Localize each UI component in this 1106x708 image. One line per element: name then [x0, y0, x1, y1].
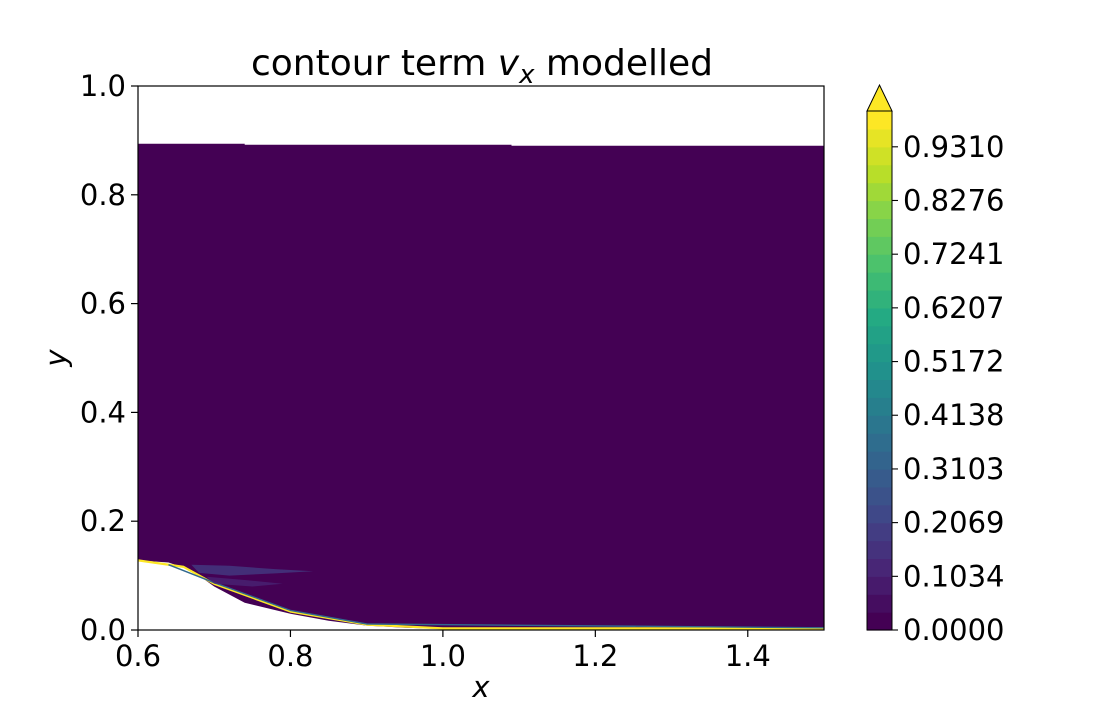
colorbar-level — [867, 397, 892, 416]
y-tick-label: 0.4 — [80, 395, 126, 429]
y-tick-label: 0.6 — [80, 287, 126, 321]
y-axis-label: y — [39, 349, 73, 368]
colorbar-extend-arrow — [866, 83, 893, 112]
colorbar-tick-label: 0.2069 — [903, 506, 1004, 540]
colorbar-level — [867, 379, 892, 398]
colorbar-level — [867, 540, 892, 560]
colorbar-level — [867, 486, 892, 506]
colorbar-level — [867, 164, 892, 184]
colorbar-tick-label: 0.1034 — [903, 559, 1004, 593]
y-tick-label: 0.2 — [80, 504, 126, 538]
colorbar-level — [867, 111, 892, 130]
colorbar-tick-label: 0.8276 — [903, 183, 1004, 217]
colorbar-level — [867, 146, 892, 166]
y-tick-label: 1.0 — [80, 69, 126, 103]
contour-feature-wake-blob — [191, 564, 314, 576]
x-tick-label: 1.0 — [420, 639, 466, 673]
colorbar-level — [867, 594, 892, 613]
y-tick-label: 0.8 — [80, 178, 126, 212]
colorbar-level — [867, 325, 892, 345]
colorbar-level — [867, 218, 892, 237]
colorbar: 0.0000 0.1034 0.2069 0.3103 0.4138 0.5172 0.62… — [866, 83, 1004, 647]
x-tick-label: 0.6 — [115, 639, 161, 673]
y-axis: 0.0 0.2 0.4 0.6 0.8 1.0 — [80, 69, 138, 647]
colorbar-tick-label: 0.7241 — [903, 237, 1004, 271]
y-tick-label: 0.0 — [80, 613, 126, 647]
colorbar-level — [867, 272, 892, 291]
colorbar-level — [867, 289, 892, 309]
chart-title: contour term vx modelled — [251, 43, 713, 90]
colorbar-tick-label: 0.5172 — [903, 345, 1004, 379]
colorbar-level — [867, 504, 892, 524]
colorbar-level — [867, 236, 892, 255]
plot-area — [138, 86, 824, 630]
colorbar-level — [867, 361, 892, 381]
colorbar-level — [867, 576, 892, 595]
colorbar-level — [867, 451, 892, 470]
colorbar-tick-label: 0.0000 — [903, 613, 1004, 647]
x-axis: 0.6 0.8 1.0 1.2 1.4 — [115, 630, 771, 673]
colorbar-level — [867, 468, 892, 488]
colorbar-level — [867, 558, 892, 577]
colorbar-level — [867, 415, 892, 434]
colorbar-frame — [866, 111, 893, 631]
contour-feature-wall-streak-mid — [168, 564, 824, 629]
x-tick-label: 1.4 — [725, 639, 771, 673]
colorbar-tick-label: 0.4138 — [903, 398, 1004, 432]
colorbar-level — [867, 200, 892, 219]
contour-features — [138, 559, 824, 630]
colorbar-level — [867, 254, 892, 273]
colorbar-tick-label: 0.9310 — [903, 130, 1004, 164]
contour-feature-wake-tail — [206, 576, 283, 587]
colorbar-level — [867, 343, 892, 363]
colorbar-level — [867, 433, 892, 452]
contour-feature-wall-streak-high — [138, 559, 824, 630]
colorbar-tick-label: 0.3103 — [903, 452, 1004, 486]
colorbar-level — [867, 307, 892, 327]
x-tick-label: 0.8 — [267, 639, 313, 673]
colorbar-level — [867, 128, 892, 148]
colorbar-level — [867, 522, 892, 542]
colorbar-level — [867, 612, 892, 631]
x-tick-label: 1.2 — [572, 639, 618, 673]
colorbar-tick-label: 0.6207 — [903, 291, 1004, 325]
x-axis-label: x — [471, 670, 490, 704]
contour-domain — [138, 143, 824, 629]
plot-frame — [137, 85, 825, 631]
colorbar-level — [867, 182, 892, 202]
